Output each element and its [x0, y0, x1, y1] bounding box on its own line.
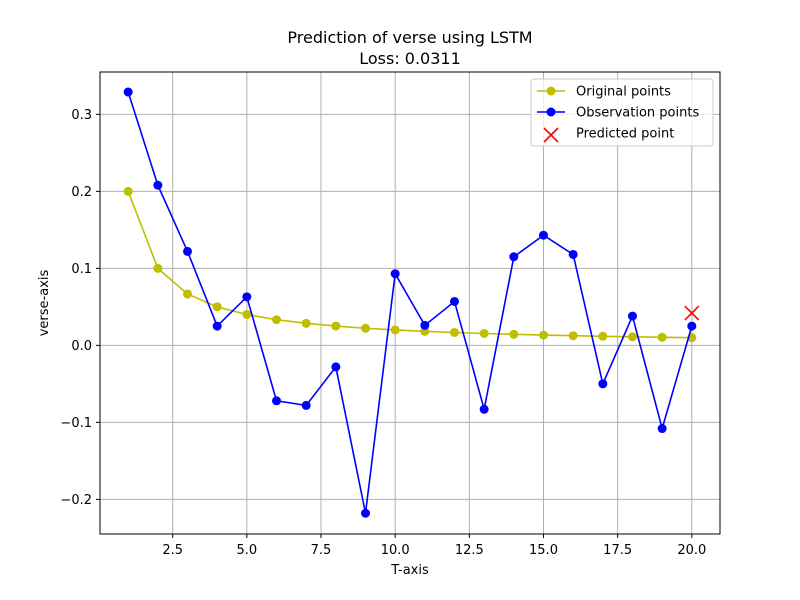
x-tick-label: 7.5	[311, 543, 332, 558]
data-point	[183, 289, 193, 299]
data-point	[479, 328, 489, 338]
x-axis-ticks: 2.5 5.0 7.5 10.0 12.5 15.0 17.5 20.0	[162, 534, 706, 558]
series-2	[684, 305, 700, 321]
data-point	[242, 292, 252, 302]
data-point	[479, 404, 489, 414]
legend-marker	[546, 107, 556, 117]
chart-subtitle: Loss: 0.0311	[359, 49, 461, 68]
x-tick-label: 5.0	[236, 543, 257, 558]
y-tick-label: 0.2	[71, 185, 92, 200]
series-line	[127, 91, 693, 514]
legend-label: Observation points	[576, 106, 699, 121]
data-point	[390, 325, 400, 335]
data-point	[153, 263, 163, 273]
y-tick-label: 0.0	[71, 339, 92, 354]
y-axis-label: verse-axis	[37, 270, 52, 337]
data-point	[331, 362, 341, 372]
legend-label: Original points	[576, 85, 671, 100]
x-tick-label: 12.5	[455, 543, 484, 558]
data-point	[301, 318, 311, 328]
x-tick-label: 15.0	[529, 543, 558, 558]
data-point	[509, 329, 519, 339]
y-tick-label: 0.1	[71, 262, 92, 277]
data-point	[627, 332, 637, 342]
plot-frame	[99, 71, 721, 535]
legend-entry: Original points	[537, 85, 671, 100]
data-point	[242, 310, 252, 320]
data-point	[568, 249, 578, 259]
data-point	[272, 396, 282, 406]
data-point	[153, 180, 163, 190]
data-point	[272, 315, 282, 325]
x-axis-label: T-axis	[390, 563, 429, 578]
legend-entry: Observation points	[537, 106, 699, 121]
x-tick-label: 2.5	[162, 543, 183, 558]
y-tick-label: 0.3	[71, 108, 92, 123]
legend-box	[530, 78, 714, 147]
data-point	[538, 230, 548, 240]
legend-marker	[543, 127, 559, 143]
legend-label: Predicted point	[576, 127, 674, 142]
legend-marker	[546, 86, 556, 96]
legend-entry: Predicted point	[543, 127, 674, 143]
data-point	[627, 311, 637, 321]
data-point	[598, 331, 608, 341]
data-point	[361, 508, 371, 518]
data-point	[657, 332, 667, 342]
data-point	[449, 327, 459, 337]
y-tick-label: −0.1	[60, 416, 92, 431]
data-point	[509, 252, 519, 262]
y-tick-label: −0.2	[60, 493, 92, 508]
data-point	[123, 186, 133, 196]
data-point	[568, 331, 578, 341]
data-point	[212, 302, 222, 312]
x-tick-label: 10.0	[381, 543, 410, 558]
data-point	[420, 320, 430, 330]
y-axis-ticks: −0.2 −0.1 0.0 0.1 0.2 0.3	[60, 108, 100, 508]
plot-series	[123, 87, 700, 518]
legend: Original points Observation points Predict…	[530, 78, 714, 147]
data-point	[361, 323, 371, 333]
data-point	[212, 321, 222, 331]
data-point	[331, 321, 341, 331]
data-point	[390, 269, 400, 279]
chart-title: Prediction of verse using LSTM	[287, 28, 532, 47]
predicted-point-marker	[684, 305, 700, 321]
series-1	[123, 87, 697, 518]
data-point	[123, 87, 133, 97]
data-point	[449, 296, 459, 306]
data-point	[657, 424, 667, 434]
data-point	[598, 379, 608, 389]
x-tick-label: 17.5	[603, 543, 632, 558]
data-point	[538, 330, 548, 340]
data-point	[687, 321, 697, 331]
series-0	[123, 186, 697, 343]
x-tick-label: 20.0	[677, 543, 706, 558]
series-line	[127, 191, 692, 339]
data-point	[301, 400, 311, 410]
grid	[100, 72, 720, 534]
legend-entries: Original points Observation points Predict…	[537, 85, 699, 143]
data-point	[183, 246, 193, 256]
